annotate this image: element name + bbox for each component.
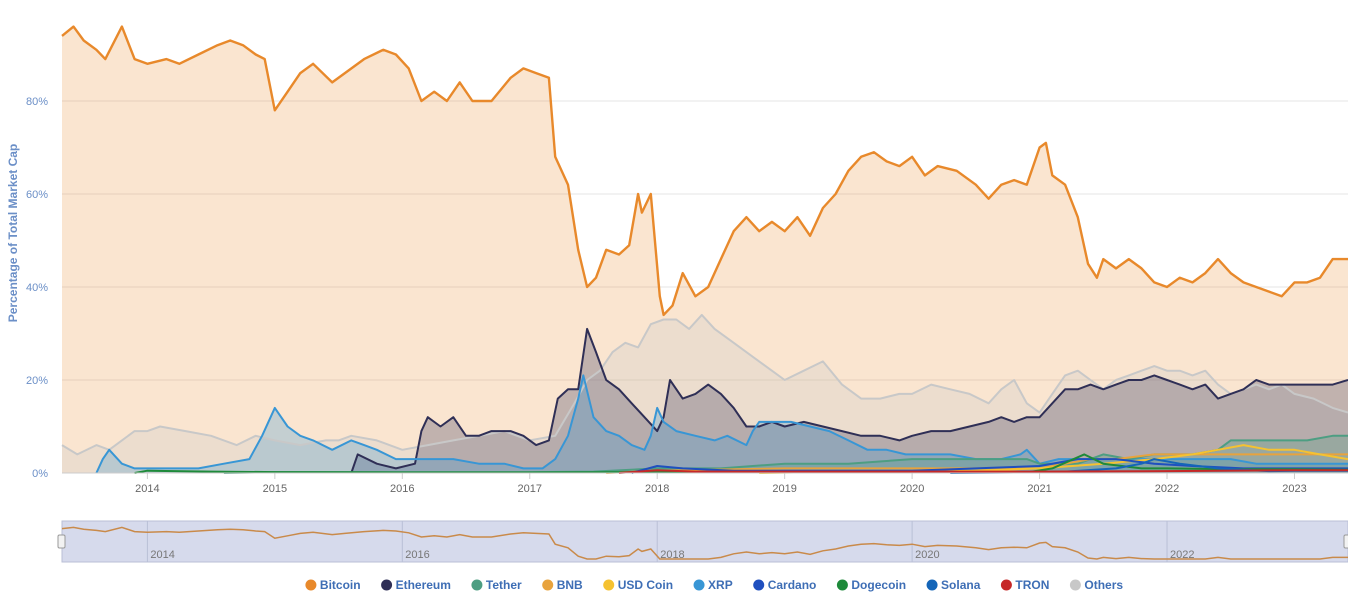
- legend-item-dogecoin[interactable]: Dogecoin: [836, 578, 906, 592]
- legend-item-tether[interactable]: Tether: [471, 578, 522, 592]
- y-tick-label: 20%: [26, 375, 48, 387]
- legend-marker-bnb: [542, 579, 554, 591]
- legend-label-bnb: BNB: [557, 578, 583, 592]
- x-tick-label: 2021: [1027, 483, 1051, 495]
- legend-marker-solana: [926, 579, 938, 591]
- legend-label-others: Others: [1084, 578, 1123, 592]
- legend-item-bitcoin[interactable]: Bitcoin: [305, 578, 361, 592]
- series-line-cardano: [631, 458, 1348, 474]
- x-tick-label: 2018: [645, 483, 669, 495]
- legend-label-cardano: Cardano: [768, 578, 817, 592]
- series-area-others: [62, 314, 1348, 473]
- y-tick-label: 0%: [32, 468, 48, 480]
- navigator-left-handle[interactable]: [57, 534, 66, 549]
- navigator-tick-label: 2016: [405, 549, 429, 561]
- legend-marker-ethereum: [381, 579, 393, 591]
- navigator-selection[interactable]: [61, 520, 1348, 563]
- legend-marker-tether: [471, 579, 483, 591]
- legend-item-bnb[interactable]: BNB: [542, 578, 583, 592]
- series-area-bitcoin: [62, 26, 1348, 473]
- legend-item-xrp[interactable]: XRP: [693, 578, 733, 592]
- legend-label-dogecoin: Dogecoin: [851, 578, 906, 592]
- legend-item-solana[interactable]: Solana: [926, 578, 981, 592]
- x-tick-label: 2014: [135, 483, 159, 495]
- axes: 0% 20% 40% 60% 80% 2014 2015 2016 2017 2018 2019 20…: [26, 96, 1348, 495]
- x-tick-label: 2017: [518, 483, 542, 495]
- legend-label-bitcoin: Bitcoin: [320, 578, 361, 592]
- legend-marker-dogecoin: [836, 579, 848, 591]
- x-tick-label: 2015: [263, 483, 287, 495]
- legend-marker-bitcoin: [305, 579, 317, 591]
- legend-label-tron: TRON: [1015, 578, 1049, 592]
- navigator-tick-label: 2022: [1170, 549, 1194, 561]
- legend-item-tron[interactable]: TRON: [1000, 578, 1050, 592]
- legend-item-ethereum[interactable]: Ethereum: [381, 578, 451, 592]
- series-line-xrp: [95, 374, 1348, 474]
- y-axis-label: Percentage of Total Market Cap: [6, 144, 20, 323]
- series-area-xrp: [96, 375, 1348, 473]
- series-line-bitcoin: [61, 25, 1348, 317]
- navigator-series-line: [61, 526, 1348, 560]
- series-line-tron: [618, 469, 1348, 474]
- series-line-ethereum: [350, 327, 1348, 474]
- navigator-tick-label: 2020: [915, 549, 939, 561]
- series-line-others: [61, 313, 1348, 456]
- legend-marker-cardano: [753, 579, 765, 591]
- legend-label-xrp: XRP: [708, 578, 733, 592]
- y-tick-label: 60%: [26, 189, 48, 201]
- navigator-right-handle[interactable]: [1343, 534, 1348, 549]
- legend-item-usd-coin[interactable]: USD Coin: [603, 578, 673, 592]
- legend-label-tether: Tether: [486, 578, 522, 592]
- range-navigator[interactable]: 2014 2016 2018 2020 2022: [57, 520, 1348, 563]
- x-tick-label: 2022: [1155, 483, 1179, 495]
- y-tick-label: 40%: [26, 282, 48, 294]
- legend: Bitcoin Ethereum Tether BNB USD Coin XRP Carda…: [305, 578, 1123, 592]
- legend-marker-usd-coin: [603, 579, 615, 591]
- legend-marker-xrp: [693, 579, 705, 591]
- x-tick-label: 2020: [900, 483, 924, 495]
- y-tick-label: 80%: [26, 96, 48, 108]
- x-tick-label: 2016: [390, 483, 414, 495]
- navigator-tick-label: 2018: [660, 549, 684, 561]
- legend-label-solana: Solana: [941, 578, 981, 592]
- x-tick-label: 2019: [772, 483, 796, 495]
- navigator-tick-label: 2014: [150, 549, 174, 561]
- legend-label-ethereum: Ethereum: [396, 578, 451, 592]
- legend-marker-others: [1069, 579, 1081, 591]
- legend-item-others[interactable]: Others: [1069, 578, 1124, 592]
- legend-label-usd-coin: USD Coin: [618, 578, 673, 592]
- legend-marker-tron: [1000, 579, 1012, 591]
- series-areas: [62, 26, 1348, 473]
- series-lines: [61, 25, 1348, 474]
- x-tick-label: 2023: [1282, 483, 1306, 495]
- legend-item-cardano[interactable]: Cardano: [753, 578, 816, 592]
- series-line-tether: [223, 434, 1348, 474]
